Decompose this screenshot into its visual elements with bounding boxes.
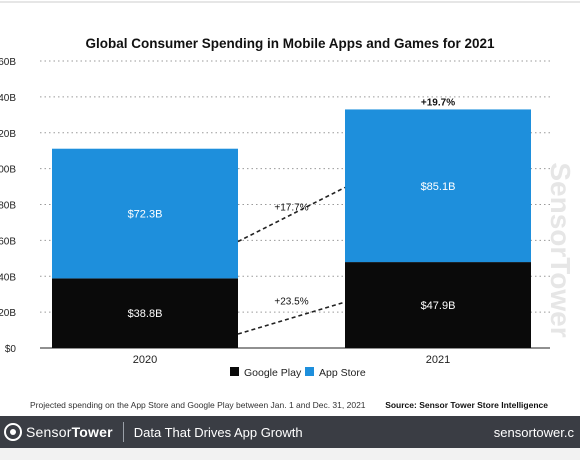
chart: Global Consumer Spending in Mobile Apps … bbox=[0, 1, 580, 410]
chart-note: Projected spending on the App Store and … bbox=[30, 400, 366, 410]
site-link[interactable]: sensortower.c bbox=[493, 424, 574, 440]
connector-google-play bbox=[237, 301, 346, 335]
y-tick-label-5: 100B bbox=[0, 165, 16, 176]
legend-swatch-1 bbox=[305, 367, 314, 376]
y-tick-label-1: 20B bbox=[0, 308, 16, 319]
data-label-2020-0: $38.8B bbox=[128, 308, 163, 320]
brand-name: SensorTower bbox=[26, 424, 113, 440]
data-label-2021-0: $47.9B bbox=[421, 300, 456, 312]
x-tick-label-2020: 2020 bbox=[133, 354, 157, 366]
brand-logo[interactable]: SensorTower bbox=[4, 423, 113, 441]
tagline: Data That Drives App Growth bbox=[133, 424, 303, 440]
footer-bar: SensorTower Data That Drives App Growth … bbox=[0, 416, 580, 448]
bar-2021-app-store bbox=[345, 109, 531, 263]
legend-label-0: Google Play bbox=[244, 367, 302, 379]
connector-app-store bbox=[237, 186, 346, 243]
chart-title: Global Consumer Spending in Mobile Apps … bbox=[85, 36, 495, 51]
x-tick-label-2021: 2021 bbox=[426, 354, 450, 366]
bar-2020-app-store bbox=[52, 148, 238, 279]
annotation-google-play-growth: +23.5% bbox=[274, 296, 308, 307]
y-tick-label-4: 80B bbox=[0, 201, 16, 212]
footer-divider bbox=[122, 422, 124, 442]
y-tick-label-6: 120B bbox=[0, 129, 16, 140]
legend-label-1: App Store bbox=[319, 367, 366, 379]
data-label-2021-1: $85.1B bbox=[421, 181, 456, 193]
brand-name-part2: Tower bbox=[71, 424, 113, 440]
y-tick-label-2: 40B bbox=[0, 272, 16, 283]
y-tick-label-3: 60B bbox=[0, 236, 16, 247]
legend-swatch-0 bbox=[230, 367, 239, 376]
chart-source: Source: Sensor Tower Store Intelligence bbox=[385, 400, 548, 410]
watermark: SensorTower bbox=[545, 162, 576, 338]
bar-2020-google-play bbox=[52, 278, 238, 348]
brand-name-part1: Sensor bbox=[26, 424, 72, 440]
sensortower-logo-icon bbox=[4, 423, 22, 441]
y-tick-label-7: 140B bbox=[0, 93, 16, 104]
annotation-total-growth: +19.7% bbox=[421, 97, 455, 108]
bar-2021-google-play bbox=[345, 262, 531, 348]
data-label-2020-1: $72.3B bbox=[128, 209, 163, 221]
bottom-strip bbox=[0, 448, 580, 460]
y-tick-label-8: 160B bbox=[0, 57, 16, 68]
y-tick-label-0: $0 bbox=[5, 344, 17, 355]
annotation-app-store-growth: +17.7% bbox=[274, 203, 308, 214]
